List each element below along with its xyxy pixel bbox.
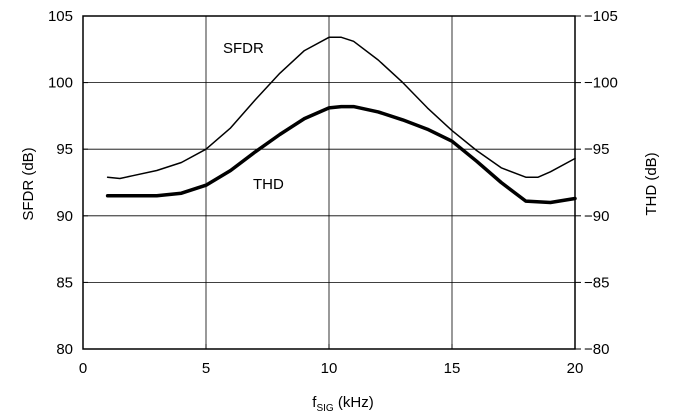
- y-axis-right-title: THD (dB): [643, 152, 660, 215]
- x-tick-label: 10: [321, 360, 338, 377]
- sfdr-annotation: SFDR: [223, 40, 264, 57]
- series-layer: [105, 36, 577, 205]
- y-right-tick-label: −100: [584, 75, 618, 92]
- x-axis-title-sub: SIG: [316, 403, 333, 413]
- y-right-tick-label: −85: [584, 274, 609, 291]
- x-axis-title-suffix: (kHz): [334, 394, 374, 411]
- y-axis-left-title: SFDR (dB): [20, 147, 37, 220]
- x-tick-label: 5: [202, 360, 210, 377]
- x-axis-title-main: f: [312, 394, 317, 411]
- y-right-tick-label: −105: [584, 8, 618, 25]
- label-layer: 0 5 10 15 20 80 85 90 95 100 105 −80 −85 −90 −95 −100 −1…: [48, 8, 618, 377]
- series-line-thd: [105, 104, 577, 205]
- y-right-tick-label: −90: [584, 208, 609, 225]
- y-left-tick-label: 80: [56, 341, 73, 358]
- y-right-tick-label: −95: [584, 141, 609, 158]
- y-left-tick-label: 95: [56, 141, 73, 158]
- y-left-tick-label: 100: [48, 75, 73, 92]
- x-tick-label: 20: [567, 360, 584, 377]
- series-line-sfdr: [106, 36, 576, 180]
- x-axis-title: fSIG (kHz): [312, 394, 373, 413]
- y-right-tick-label: −80: [584, 341, 609, 358]
- y-left-tick-label: 90: [56, 208, 73, 225]
- x-tick-label: 15: [444, 360, 461, 377]
- y-left-tick-label: 105: [48, 8, 73, 25]
- grid: [83, 16, 575, 349]
- y-left-tick-label: 85: [56, 274, 73, 291]
- tick-layer: [82, 15, 581, 350]
- x-tick-label: 0: [79, 360, 87, 377]
- thd-annotation: THD: [253, 176, 284, 193]
